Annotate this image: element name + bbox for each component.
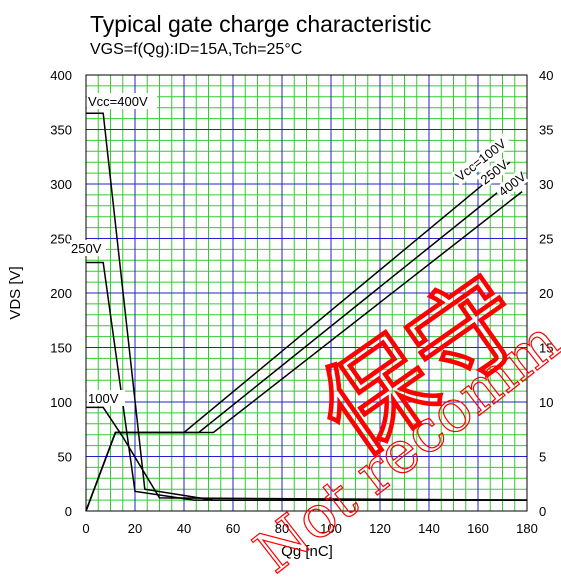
label-vds-400: Vcc=400V: [88, 94, 148, 109]
label-vds-250: 250V: [71, 241, 102, 256]
x-tick-label: 80: [275, 521, 289, 536]
y2-tick-label: 30: [539, 177, 553, 192]
x-tick-label: 140: [418, 521, 440, 536]
y2-tick-label: 0: [539, 504, 546, 519]
y-axis-label: VDS [V]: [7, 266, 24, 319]
series-group: [85, 112, 528, 512]
x-tick-label: 100: [320, 521, 342, 536]
label-bg-vds-250: [70, 240, 106, 256]
series-line-2: [86, 406, 528, 501]
x-tick-label: 180: [516, 521, 538, 536]
y-tick-label: 200: [50, 286, 72, 301]
x-tick-label: 0: [82, 521, 89, 536]
label-bg-vds-100: [87, 390, 125, 406]
y-tick-label: 350: [50, 123, 72, 138]
y-tick-label: 400: [50, 68, 72, 83]
x-tick-label: 160: [467, 521, 489, 536]
left-axis-ticks: 0 50 100 150 200 250 300 350 400: [50, 68, 72, 519]
y-tick-label: 0: [65, 504, 72, 519]
x-tick-label: 20: [128, 521, 142, 536]
x-tick-label: 120: [369, 521, 391, 536]
y-tick-label: 150: [50, 341, 72, 356]
chart-title: Typical gate charge characteristic: [90, 11, 431, 37]
y2-tick-label: 15: [539, 341, 553, 356]
plot-frame: [85, 74, 528, 512]
chart-subtitle: VGS=f(Qg):ID=15A,Tch=25°C: [90, 41, 302, 58]
y2-tick-label: 40: [539, 68, 553, 83]
label-vds-100: 100V: [88, 391, 119, 406]
y-tick-label: 300: [50, 177, 72, 192]
label-bg-vds-400: [87, 93, 157, 109]
right-axis-ticks: 0 5 10 15 20 25 30 35 40: [539, 68, 553, 519]
y2-tick-label: 20: [539, 286, 553, 301]
x-axis-label: Qg [nC]: [281, 543, 333, 560]
major-grid: [86, 75, 527, 511]
y2-tick-label: 25: [539, 232, 553, 247]
y2-tick-label: 35: [539, 123, 553, 138]
series-line-5: [85, 191, 523, 512]
x-axis-ticks: 0 20 40 60 80 100 120 140 160 180: [82, 521, 537, 536]
x-tick-label: 40: [177, 521, 191, 536]
series-line-1: [86, 261, 527, 501]
y2-tick-label: 10: [539, 395, 553, 410]
watermark: 保守 Not recomm: [241, 252, 561, 583]
y-tick-label: 100: [50, 395, 72, 410]
y-tick-label: 250: [50, 232, 72, 247]
y-tick-label: 50: [58, 450, 72, 465]
y2-tick-label: 5: [539, 450, 546, 465]
x-tick-label: 60: [226, 521, 240, 536]
